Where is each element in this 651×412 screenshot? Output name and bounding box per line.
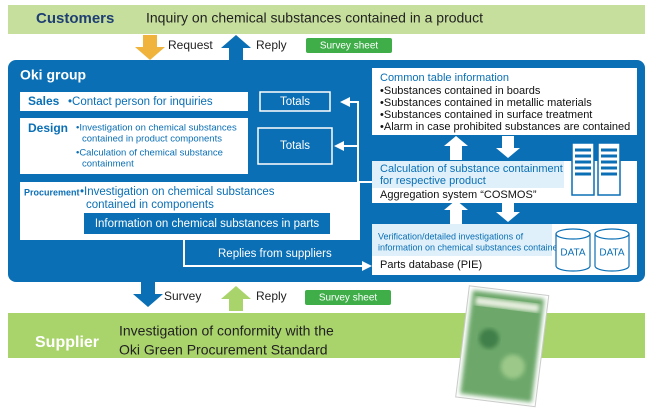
connector	[346, 101, 374, 183]
parts-db-line: information on chemical substances conta…	[378, 242, 563, 252]
data-label: DATA	[560, 248, 586, 259]
customers-bar	[8, 5, 645, 34]
replies-arrowhead	[362, 261, 372, 271]
common-table-item: •Substances contained in boards	[380, 85, 541, 97]
design-item: contained in product components	[82, 134, 222, 145]
parts-info-text: Information on chemical substances in pa…	[95, 218, 320, 230]
request-arrow	[135, 35, 165, 60]
calculation-highlight	[372, 161, 564, 188]
common-table-item: •Substances contained in surface treatme…	[380, 109, 592, 121]
calculation-system: Aggregation system “COSMOS”	[380, 189, 537, 201]
calculation-line: Calculation of substance containment	[380, 163, 563, 175]
supplier-line: Oki Green Procurement Standard	[119, 342, 328, 358]
sales-label: Sales	[28, 94, 60, 108]
design-box	[20, 118, 248, 174]
flow-arrow	[444, 200, 468, 224]
survey-badge	[305, 290, 391, 305]
survey-label: Survey	[164, 289, 201, 303]
survey-badge	[306, 38, 392, 53]
survey-badge-text: Survey sheet	[319, 293, 378, 304]
server-icon	[571, 142, 621, 196]
common-table-box	[372, 68, 637, 135]
reply-arrow	[221, 286, 251, 311]
totals-text: Totals	[280, 140, 310, 152]
customers-text: Inquiry on chemical substances contained…	[146, 10, 483, 26]
connector-arrowhead	[334, 141, 344, 151]
survey-arrow	[133, 282, 163, 307]
supplier-line: Investigation of conformity with the	[119, 323, 334, 339]
parts-db-name: Parts database (PIE)	[380, 259, 482, 271]
design-item: •Calculation of chemical substance	[76, 148, 223, 159]
totals-box	[257, 127, 333, 165]
parts-db-line: Verification/detailed investigations of	[378, 231, 524, 241]
common-table-item: •Substances contained in metallic materi…	[380, 97, 592, 109]
common-table-item: •Alarm in case prohibited substances are…	[380, 121, 630, 133]
calculation-line: for respective product	[380, 175, 486, 187]
customers-label: Customers	[36, 10, 114, 27]
booklet-image	[455, 285, 550, 408]
supplier-label: Supplier	[35, 334, 99, 351]
data-label: DATA	[599, 248, 625, 259]
flow-arrow	[496, 136, 520, 158]
data-cylinder	[555, 228, 630, 272]
design-item: containment	[82, 159, 134, 170]
request-label: Request	[168, 38, 213, 52]
procurement-item: contained in components	[86, 199, 214, 211]
parts-db-highlight	[372, 224, 552, 256]
common-table-title: Common table information	[380, 72, 509, 84]
parts-info-box	[84, 213, 330, 234]
design-label: Design	[28, 121, 68, 135]
oki-group-title: Oki group	[20, 67, 86, 83]
totals-text: Totals	[280, 96, 310, 108]
design-item: •Investigation on chemical substances	[76, 123, 237, 134]
replies-line	[183, 240, 362, 267]
replies-text: Replies from suppliers	[218, 248, 332, 260]
totals-box	[259, 91, 331, 112]
procurement-item: •Investigation on chemical substances	[80, 186, 275, 198]
sales-box	[20, 92, 248, 111]
sales-item: •Contact person for inquiries	[68, 96, 213, 108]
flow-arrow	[444, 136, 468, 160]
reply-label: Reply	[256, 289, 287, 303]
flow-arrow	[496, 203, 520, 222]
reply-arrow	[221, 35, 251, 60]
procurement-label: Procurement	[24, 187, 80, 197]
reply-label: Reply	[256, 38, 287, 52]
survey-badge-text: Survey sheet	[320, 41, 379, 52]
connector-arrowhead	[340, 97, 350, 107]
